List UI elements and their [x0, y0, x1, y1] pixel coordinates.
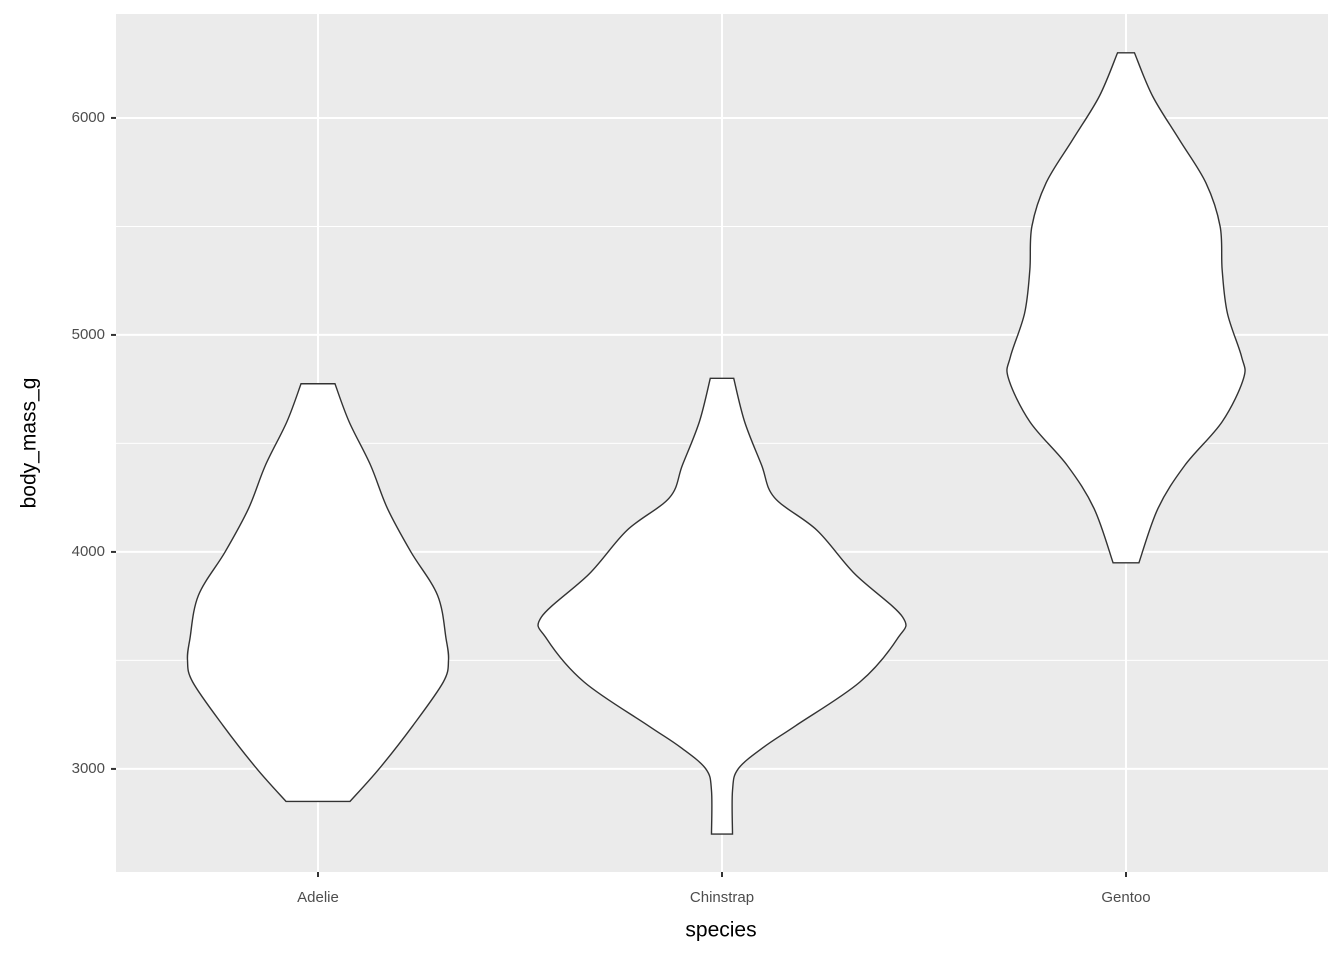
- violin: [1006, 52, 1246, 564]
- y-tick-label: 5000: [72, 326, 105, 343]
- y-axis-title: body_mass_g: [18, 378, 41, 509]
- violin: [186, 383, 450, 803]
- x-tick-label: Chinstrap: [690, 889, 754, 906]
- x-tick-label: Adelie: [297, 889, 339, 906]
- x-tick-label: Gentoo: [1101, 889, 1150, 906]
- y-tick-label: 3000: [72, 760, 105, 777]
- violin: [537, 377, 907, 835]
- y-tick-label: 4000: [72, 543, 105, 560]
- y-tick-label: 6000: [72, 109, 105, 126]
- x-axis-title: species: [685, 919, 756, 942]
